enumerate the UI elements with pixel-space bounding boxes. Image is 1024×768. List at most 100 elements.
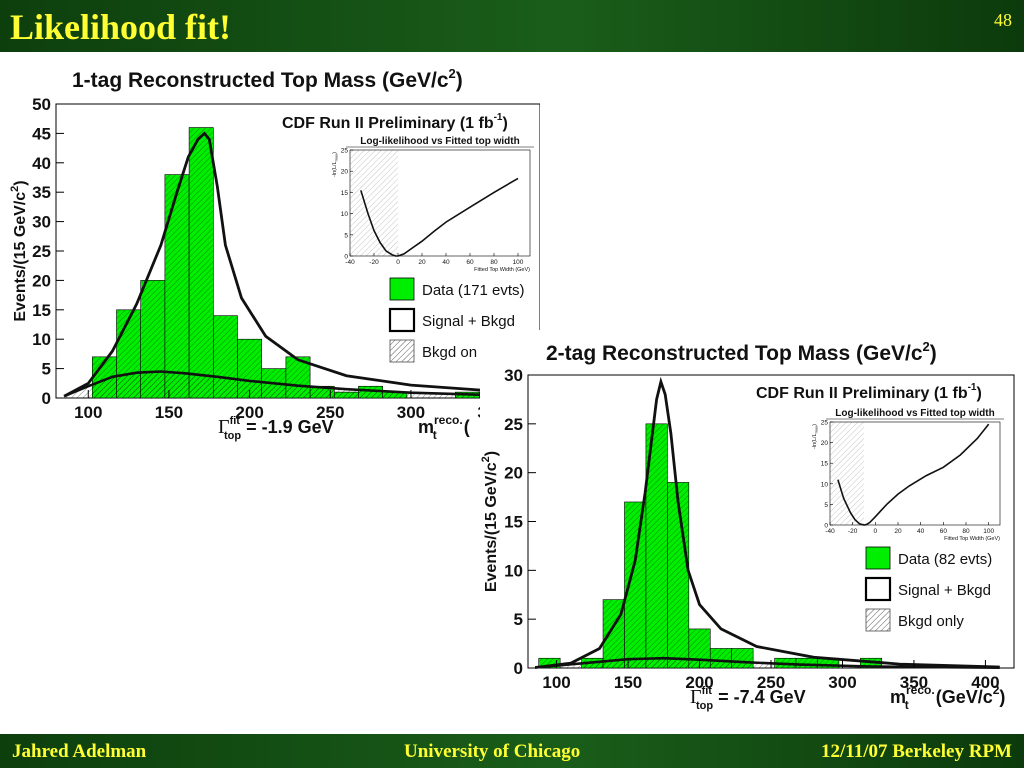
- inset-x-tick-label: 0: [396, 259, 400, 266]
- x-axis-label-main: m: [418, 417, 434, 437]
- bin-hatch: [796, 658, 818, 668]
- chart-title-text: 2-tag Reconstructed Top Mass (GeV/c: [546, 342, 923, 365]
- inset-y-tick-label: 5: [344, 232, 348, 239]
- inset-y-axis-label: -ln(L/Lmax): [332, 152, 339, 177]
- x-axis-label-sub: t: [433, 428, 437, 442]
- chart-title-text: 1-tag Reconstructed Top Mass (GeV/c: [72, 69, 449, 92]
- slide-header: Likelihood fit! 48: [0, 0, 1024, 52]
- inset-y-axis-label-text: -ln(L/L: [812, 433, 818, 449]
- bin-hatch: [667, 482, 689, 668]
- inset-y-axis-label-sub: max: [814, 426, 819, 434]
- chart-title: 2-tag Reconstructed Top Mass (GeV/c2): [546, 339, 937, 365]
- y-tick-label: 0: [514, 659, 523, 678]
- y-tick-label: 15: [504, 513, 523, 532]
- y-axis-label: Events/(15 GeV/c2): [480, 451, 500, 592]
- legend-label: Bkgd only: [898, 613, 964, 630]
- inset-likelihood-plot: Log-likelihood vs Fitted top width -40 -20…: [812, 408, 1004, 542]
- slide-number: 48: [994, 10, 1012, 30]
- inset-y-tick-label: 0: [824, 523, 828, 530]
- y-axis-label-sup: 2: [9, 186, 21, 192]
- x-tick-label: 100: [74, 403, 102, 422]
- y-tick-label: 10: [32, 330, 51, 349]
- x-tick-label: 400: [971, 673, 999, 692]
- x-axis-label-sub: t: [905, 698, 909, 712]
- bin-hatch: [624, 501, 646, 668]
- bkgd-hatch-area: [535, 658, 1000, 668]
- inset-y-tick-label: 10: [821, 481, 829, 488]
- x-axis-label-end: (: [459, 417, 470, 437]
- experiment-label-text: CDF Run II Preliminary (1 fb: [282, 115, 494, 132]
- bin-hatch: [189, 127, 214, 399]
- x-tick-label: 200: [235, 403, 263, 422]
- bkgd-hatch-area: [64, 371, 540, 398]
- y-tick-label: 5: [42, 360, 51, 379]
- x-tick-label: 300: [828, 673, 856, 692]
- signal-bkgd-curve: [534, 376, 1000, 669]
- inset-y-tick-label: 25: [821, 420, 829, 427]
- fit-width-label: Γfit top = -7.4 GeV: [690, 685, 806, 712]
- inset-x-tick-label: -20: [369, 259, 379, 266]
- experiment-label-sup: -1: [494, 112, 503, 123]
- fit-width-value: = -7.4 GeV: [713, 687, 806, 707]
- bin-hatch: [164, 174, 190, 398]
- fit-width-sub: top: [696, 700, 713, 712]
- inset-y-tick-label: 5: [824, 502, 828, 509]
- legend-swatch: [865, 546, 891, 570]
- y-tick-label: 25: [504, 415, 523, 434]
- y-tick-label: 35: [32, 183, 51, 202]
- y-tick-label: 0: [42, 389, 51, 408]
- inset-x-tick-label: 20: [894, 528, 902, 535]
- y-tick-label: 10: [504, 561, 523, 580]
- legend-label: Bkgd on: [422, 344, 477, 361]
- inset-y-tick-label: 15: [341, 190, 349, 197]
- chart-title: 1-tag Reconstructed Top Mass (GeV/c2): [72, 66, 463, 92]
- y-tick-label: 5: [514, 610, 523, 629]
- inset-x-tick-label: -20: [848, 528, 858, 535]
- legend-entry: Bkgd only: [865, 608, 964, 632]
- legend-label: Signal + Bkgd: [422, 313, 515, 330]
- inset-title: Log-likelihood vs Fitted top width: [360, 136, 519, 147]
- fit-width-sup: fit: [230, 415, 241, 427]
- bin-hatch: [817, 658, 839, 668]
- legend-label: Signal + Bkgd: [898, 582, 991, 599]
- x-tick-label: 350: [900, 673, 928, 692]
- inset-title: Log-likelihood vs Fitted top width: [835, 408, 994, 419]
- inset-x-tick-label: 20: [418, 259, 426, 266]
- x-axis-label: mreco. t (GeV/c2): [890, 683, 1005, 712]
- inset-y-axis-label: -ln(L/Lmax): [812, 424, 819, 449]
- chart-title-end: ): [456, 69, 463, 92]
- footer-date-event: 12/11/07 Berkeley RPM: [820, 741, 1012, 762]
- experiment-label-sup: -1: [968, 382, 977, 393]
- inset-x-tick-label: 100: [983, 528, 994, 535]
- x-tick-label: 250: [757, 673, 785, 692]
- slide-title: Likelihood fit!: [10, 7, 232, 47]
- inset-x-tick-label: 40: [442, 259, 450, 266]
- chart-svg: 2-tag Reconstructed Top Mass (GeV/c2)100…: [480, 339, 1015, 712]
- inset-y-tick-label: 20: [821, 440, 829, 447]
- y-tick-label: 20: [32, 271, 51, 290]
- y-axis-label-text: Events/(15 GeV/c: [12, 192, 29, 322]
- y-tick-label: 30: [504, 366, 523, 385]
- x-axis-label-end-sup: 2: [993, 683, 1000, 697]
- legend-swatch: [865, 608, 891, 632]
- x-axis-label-close: ): [999, 687, 1005, 707]
- fit-width-symbol: Γ: [218, 416, 230, 438]
- histogram-bin: [667, 482, 690, 669]
- y-tick-label: 30: [32, 213, 51, 232]
- x-axis-label-sup: reco.: [434, 413, 463, 427]
- inset-x-axis-label: Fitted Top Width (GeV): [944, 536, 1000, 542]
- legend-swatch: [864, 576, 892, 602]
- chart-title-sup: 2: [923, 339, 930, 354]
- inset-y-tick-label: 20: [341, 169, 349, 176]
- inset-y-tick-label: 0: [344, 254, 348, 261]
- chart-title-sup: 2: [449, 66, 456, 81]
- inset-x-tick-label: -40: [345, 259, 355, 266]
- fit-width-symbol: Γ: [690, 686, 702, 708]
- inset-x-tick-label: -40: [825, 528, 835, 535]
- x-tick-label: 250: [316, 403, 344, 422]
- legend-entry: Data (171 evts): [389, 277, 525, 301]
- inset-y-tick-label: 10: [341, 211, 349, 218]
- fit-width-label: Γfit top = -1.9 GeV: [218, 415, 334, 442]
- x-axis-label-main: m: [890, 687, 906, 707]
- legend-label: Data (171 evts): [422, 282, 525, 299]
